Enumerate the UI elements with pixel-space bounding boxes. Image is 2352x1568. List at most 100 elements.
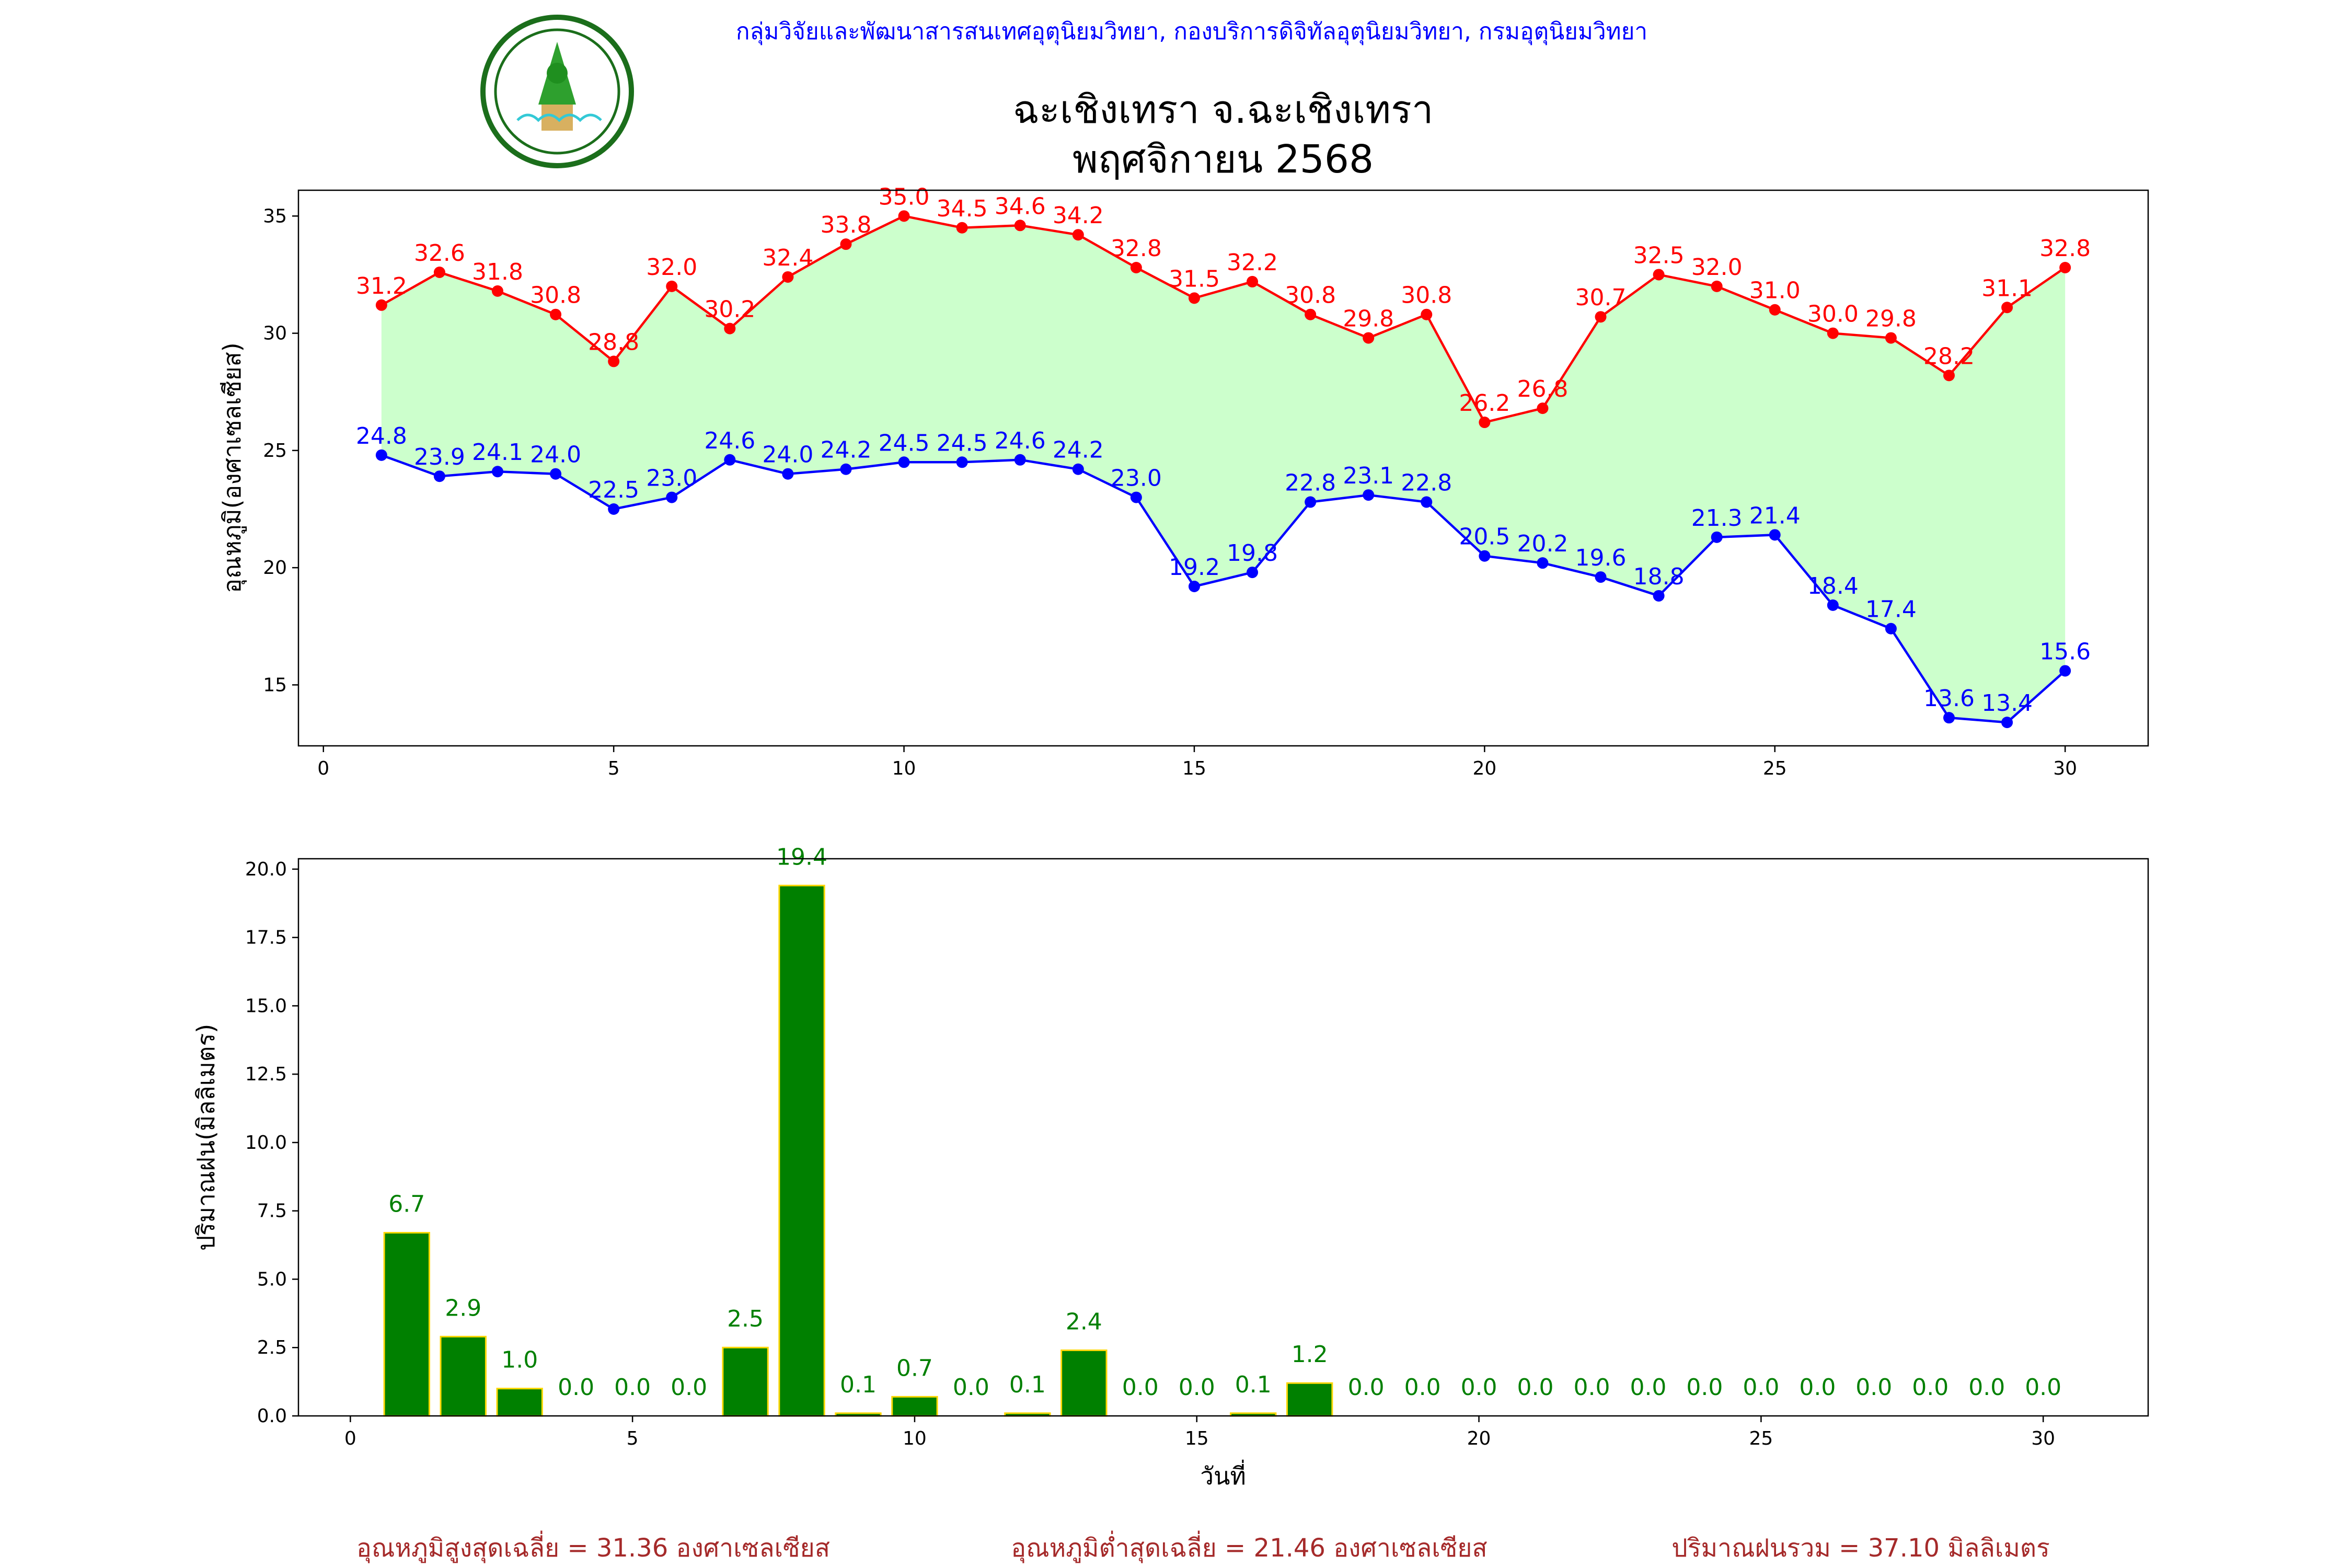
max-temp-point [1769,304,1781,316]
max-temp-point [2001,302,2013,314]
footer-avg-max: อุณหภูมิสูงสุดเฉลี่ย = 31.36 องศาเซลเซีย… [356,1530,830,1563]
x-tick-label: 15 [1185,1428,1209,1449]
x-tick-label: 25 [1749,1428,1773,1449]
rain-label: 0.0 [1630,1374,1666,1401]
min-temp-point [375,449,387,461]
rain-label: 0.1 [1009,1371,1046,1398]
plot-frame [297,189,2149,747]
min-temp-label: 13.6 [1923,685,1975,712]
y-tick-label: 35 [263,205,287,227]
min-temp-point [1130,491,1142,503]
x-tick-label: 0 [317,758,329,779]
min-temp-point [1537,557,1549,569]
rain-label: 0.7 [896,1355,933,1381]
min-temp-label: 24.6 [995,428,1046,454]
max-temp-point [433,266,445,278]
rain-label: 0.0 [1404,1374,1441,1401]
y-tick-label: 12.5 [245,1064,287,1085]
rain-label: 0.0 [671,1374,707,1401]
temperature-range-fill [381,216,2066,723]
min-temp-point [2059,665,2071,677]
max-temp-point [1130,262,1142,274]
min-temp-point [1363,489,1375,501]
rain-label: 0.0 [1968,1374,2005,1401]
footer-total-rain: ปริมาณฝนรวม = 37.10 มิลลิเมตร [1671,1534,2050,1563]
min-temp-label: 23.9 [414,444,465,470]
min-temp-point [1305,496,1317,508]
max-temp-label: 31.2 [356,273,407,299]
min-temp-point [492,466,504,478]
y-tick-label: 17.5 [245,927,287,949]
min-temp-line [381,454,2066,724]
min-temp-point [1711,531,1723,543]
max-temp-point [1653,269,1665,281]
min-temp-label: 22.8 [1401,470,1452,497]
min-temp-point [1421,496,1433,508]
max-temp-label: 32.2 [1227,249,1278,276]
min-temp-label: 17.4 [1865,596,1917,623]
agency-header: กลุ่มวิจัยและพัฒนาสารสนเทศอุตุนิยมวิทยา,… [736,18,1647,45]
min-temp-point [2001,717,2013,729]
rain-bar [1286,1382,1333,1417]
rain-label: 0.0 [558,1374,594,1401]
max-temp-label: 28.2 [1923,343,1975,370]
max-temp-label: 28.8 [588,329,639,355]
y-tick-label: 7.5 [257,1201,287,1222]
y-tick-label: 20 [263,557,287,579]
max-temp-label: 30.8 [1285,282,1336,309]
rain-label: 0.0 [1348,1374,1385,1401]
max-temp-label: 26.2 [1459,390,1510,417]
x-tick-label: 0 [344,1428,356,1449]
min-temp-label: 19.8 [1227,540,1278,567]
max-temp-point [1072,229,1084,241]
min-temp-point [1653,590,1665,602]
max-temp-label: 29.8 [1865,306,1917,332]
min-temp-point [1943,712,1955,724]
x-tick-label: 5 [627,1428,639,1449]
rain-label: 0.0 [1855,1374,1892,1401]
rain-label: 0.0 [1179,1374,1215,1401]
max-temp-point [1363,332,1375,344]
rain-label: 0.0 [953,1374,989,1401]
max-temp-label: 30.8 [530,282,581,309]
max-temp-label: 34.2 [1053,202,1104,229]
rain-label: 0.0 [1799,1374,1836,1401]
max-temp-label: 32.6 [414,240,465,267]
rain-label: 0.0 [1122,1374,1159,1401]
min-temp-point [1247,567,1259,579]
min-temp-label: 23.1 [1343,463,1394,489]
max-temp-label: 32.0 [646,254,697,281]
min-temp-point [724,454,736,466]
max-temp-point [840,238,852,250]
chart-title-line2: พฤศจิกายน 2568 [1073,137,1374,182]
x-tick-label: 15 [1182,758,1206,779]
min-temp-label: 24.0 [530,442,581,468]
rain-label: 2.9 [445,1295,481,1321]
rain-bar [383,1232,430,1417]
max-temp-label: 32.5 [1633,242,1685,269]
y-tick-label: 15 [263,674,287,696]
max-temp-point [1479,417,1491,429]
min-temp-label: 13.4 [1981,690,2033,717]
x-tick-label: 30 [2053,758,2077,779]
min-temp-point [433,470,445,482]
max-temp-point [1711,280,1723,292]
min-temp-label: 23.0 [1111,465,1162,492]
min-temp-point [608,503,620,515]
min-temp-point [840,463,852,475]
x-tick-label: 5 [608,758,620,779]
max-temp-label: 34.6 [995,193,1046,220]
min-temp-point [1072,463,1084,475]
min-temp-label: 23.0 [646,465,697,492]
rainfall-chart: 0 5 10 15 20 25 30 0.0 2.5 5.0 7.5 10.0 12.5 15.0 17.5… [245,844,2149,1449]
y-tick-label: 2.5 [257,1337,287,1358]
rain-label: 0.1 [840,1371,877,1398]
min-temp-point [666,491,678,503]
min-temp-point [1769,529,1781,541]
rain-bar [891,1396,938,1417]
min-temp-label: 24.6 [704,428,755,454]
max-temp-point [1305,308,1317,320]
min-temp-label: 19.6 [1575,545,1627,571]
rain-label: 0.0 [1461,1374,1497,1401]
